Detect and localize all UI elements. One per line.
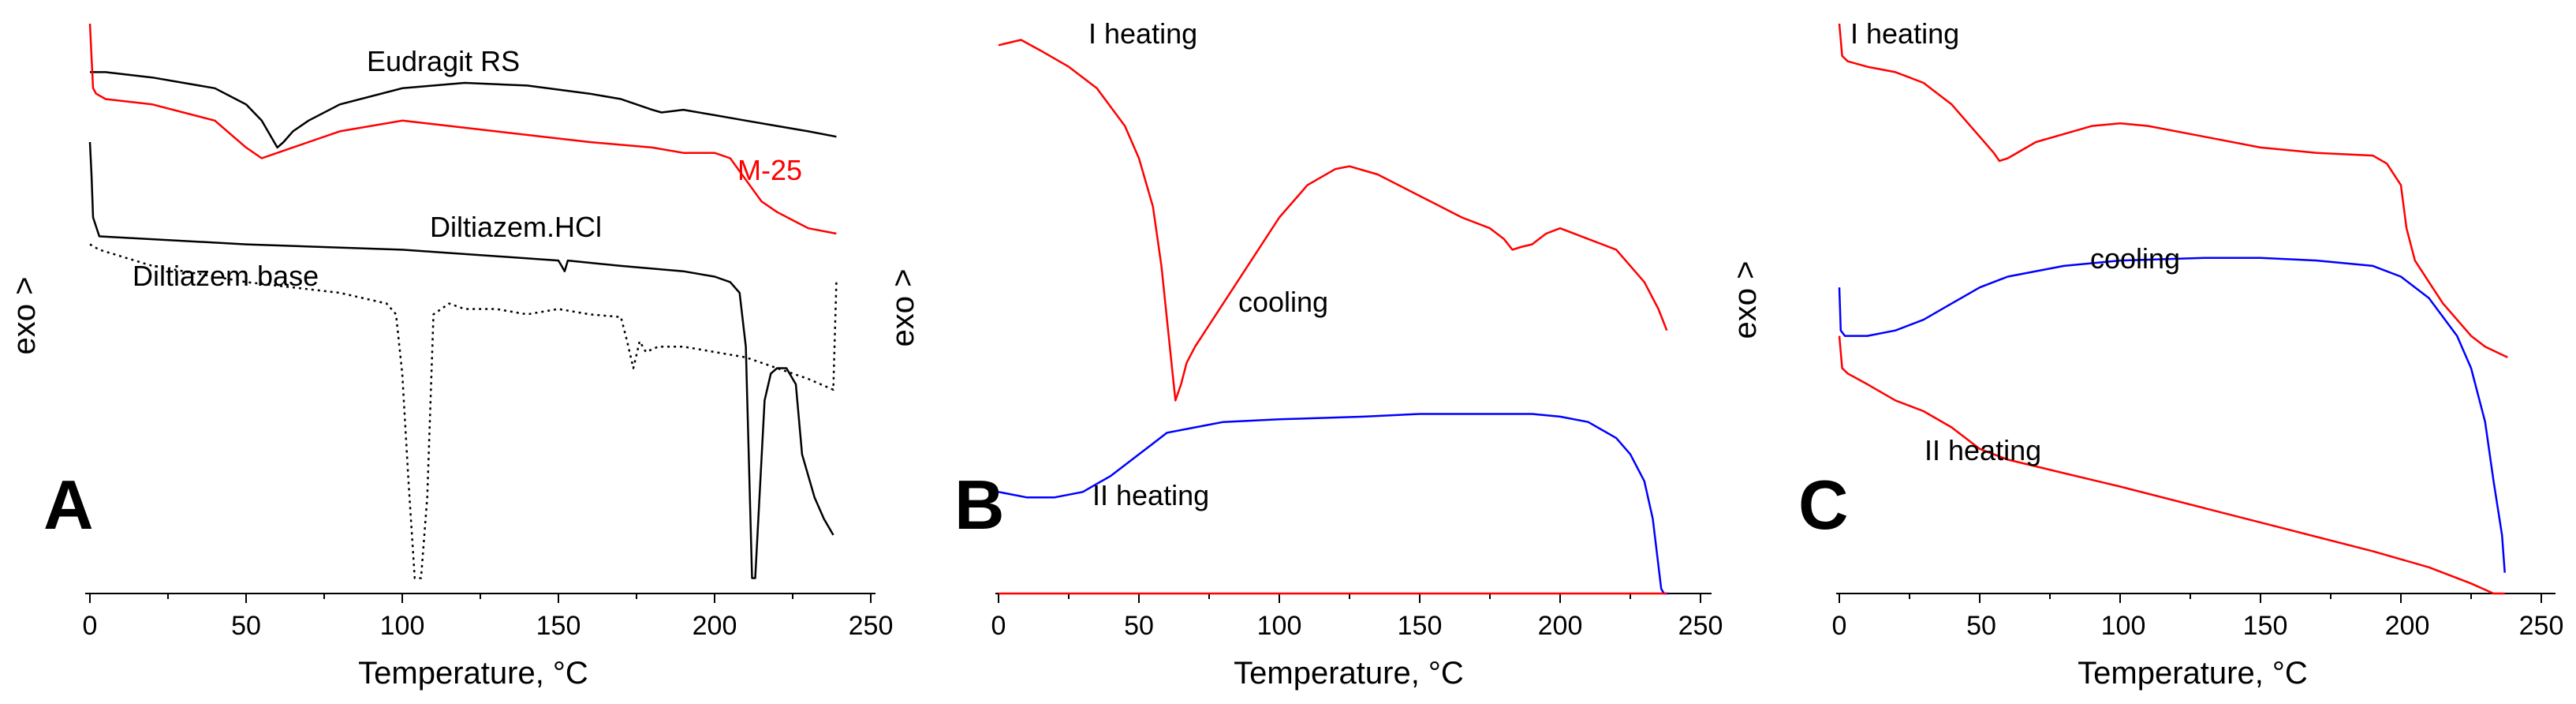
panel-a-label-diltiazem-hcl: Diltiazem.HCl	[430, 211, 602, 243]
panel-a-x-ticks	[89, 594, 872, 603]
series-line-diltiazem-hcl	[88, 141, 834, 579]
series-line-cooling	[998, 413, 1669, 595]
panel-b-label-cooling: cooling	[1238, 286, 1328, 318]
panel-c-label-i-heating: I heating	[1850, 17, 1959, 50]
series-line-i-heating	[1838, 23, 2508, 358]
series-line-eudragit-rs	[90, 71, 837, 149]
panel-a: 0 50 100 150 200 250 Temperature, °C exo…	[7, 23, 894, 691]
panel-b-tick-label: 100	[1257, 611, 1302, 641]
panel-a-tick-label: 50	[231, 611, 261, 641]
panel-c-letter: C	[1798, 466, 1849, 544]
panel-b-curves	[998, 39, 1669, 595]
panel-c-curves	[1838, 23, 2508, 595]
panel-a-curves	[88, 23, 840, 579]
panel-a-tick-label: 100	[380, 611, 425, 641]
panel-b-tick-label: 0	[991, 611, 1006, 641]
panel-b-label-i-heating: I heating	[1088, 17, 1197, 50]
panel-b-tick-label: 50	[1124, 611, 1154, 641]
series-line-ii-heating	[1838, 335, 2505, 595]
series-line-diltiazem-base	[89, 243, 840, 579]
panel-b-letter: B	[954, 466, 1005, 544]
series-line-m-25	[88, 23, 837, 235]
panel-c-tick-label: 150	[2243, 611, 2288, 641]
panel-c-label-ii-heating: II heating	[1925, 434, 2041, 466]
panel-a-tick-label: 150	[536, 611, 581, 641]
panel-a-letter: A	[43, 466, 94, 544]
panel-a-label-eudragit: Eudragit RS	[367, 45, 520, 77]
panel-c-tick-label: 50	[1966, 611, 1996, 641]
panel-c-tick-label: 200	[2385, 611, 2430, 641]
panel-c-tick-label: 0	[1832, 611, 1847, 641]
panel-c-tick-label: 250	[2519, 611, 2564, 641]
panel-c-label-cooling: cooling	[2090, 242, 2180, 275]
panel-b-tick-label: 150	[1398, 611, 1443, 641]
panel-b-x-axis-title: Temperature, °C	[1234, 656, 1464, 691]
panel-c-x-ticks	[1839, 594, 2542, 603]
panel-a-tick-label: 0	[83, 611, 98, 641]
panel-b-label-ii-heating: II heating	[1092, 479, 1209, 511]
panel-b-y-axis-title: exo >	[886, 269, 920, 347]
panel-b-tick-label: 250	[1678, 611, 1723, 641]
series-line-cooling	[1838, 257, 2506, 573]
panel-b-x-ticks	[998, 594, 1701, 603]
series-line-i-heating	[998, 39, 1668, 402]
panel-a-label-m25: M-25	[737, 154, 802, 186]
panel-a-tick-label: 200	[693, 611, 737, 641]
panel-c: 0 50 100 150 200 250 Temperature, °C exo…	[1728, 17, 2563, 691]
panel-b: 0 50 100 150 200 250 Temperature, °C exo…	[886, 17, 1723, 691]
panel-b-tick-label: 200	[1538, 611, 1583, 641]
panel-c-y-axis-title: exo >	[1728, 261, 1763, 339]
panel-c-x-axis-title: Temperature, °C	[2078, 656, 2308, 691]
panel-a-tick-label: 250	[849, 611, 894, 641]
panel-a-label-diltiazem-base: Diltiazem base	[133, 260, 319, 292]
panel-a-x-axis-title: Temperature, °C	[358, 656, 588, 691]
panel-c-tick-label: 100	[2101, 611, 2146, 641]
panel-a-y-axis-title: exo >	[7, 277, 42, 355]
